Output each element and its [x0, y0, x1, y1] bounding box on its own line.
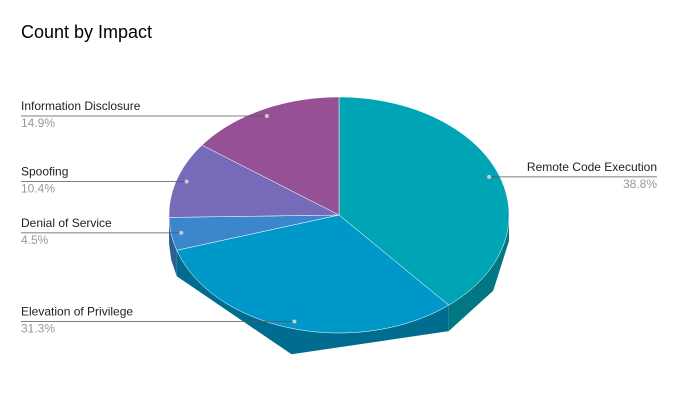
chart-title: Count by Impact	[21, 22, 152, 42]
pie-slice	[168, 144, 340, 218]
slice-label: Elevation of Privilege	[21, 305, 133, 319]
pie-slice	[338, 96, 510, 306]
slice-label: Information Disclosure	[21, 99, 141, 113]
slice-label: Denial of Service	[21, 216, 112, 230]
pie-slice	[168, 214, 340, 251]
slice-value-label: 4.5%	[21, 233, 49, 247]
pie-slice	[176, 214, 450, 334]
pie-side	[176, 250, 449, 355]
slice-value-label: 31.3%	[21, 322, 55, 336]
leader-dot	[179, 230, 184, 235]
leader-dot	[264, 114, 269, 119]
leader-dot	[292, 319, 297, 324]
slice-value-label: 14.9%	[21, 116, 55, 130]
slice-value-label: 38.8%	[623, 177, 657, 191]
leader-dot	[184, 179, 189, 184]
leader-dot	[487, 174, 492, 179]
pie-slice	[201, 96, 340, 216]
slice-label: Spoofing	[21, 165, 68, 179]
pie-side	[448, 215, 509, 332]
slice-value-label: 10.4%	[21, 182, 55, 196]
slice-label: Remote Code Execution	[527, 160, 657, 174]
pie-side	[169, 217, 177, 277]
